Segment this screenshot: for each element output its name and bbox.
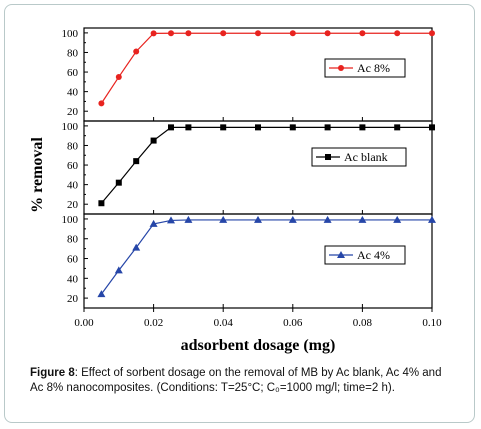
data-point [324,124,331,131]
legend-box [324,245,406,265]
data-point [323,215,332,223]
panel-frame [83,213,433,309]
y-tick-label: 100 [62,121,79,133]
data-point [289,30,296,37]
data-point [115,73,122,80]
data-point [133,158,140,165]
data-point [429,30,435,37]
data-point [359,124,366,131]
data-point [429,124,435,131]
data-point [358,215,367,223]
data-point [150,30,157,37]
legend-box [324,58,406,78]
data-point [150,137,157,144]
caption-text: : Effect of sorbent dosage on the remova… [30,367,442,394]
legend-box [311,147,407,167]
data-point [394,124,401,131]
y-tick-label: 40 [67,273,79,285]
data-point [133,48,140,55]
y-tick-label: 80 [67,234,79,246]
y-tick-label: 60 [67,160,79,172]
x-tick-label: 0.08 [353,317,373,329]
data-point [97,290,106,298]
caption-label: Figure 8 [30,367,75,379]
data-point [167,216,175,224]
data-point [255,124,261,131]
y-tick-label: 20 [67,293,79,305]
legend: Ac 8% [324,58,406,78]
panel-2: 20 40 60 80 100 Ac blank [62,120,435,215]
data-point [254,215,262,223]
data-point [132,243,141,251]
panel-1: 20 40 60 80 100 Ac 8% [62,27,435,122]
data-point [168,30,174,37]
y-tick-label: 100 [62,28,79,40]
y-tick-label: 60 [67,254,79,266]
y-tick-label: 60 [67,67,79,79]
data-point [98,100,105,107]
data-point [220,124,227,131]
data-point [220,30,227,37]
data-point [394,30,401,37]
data-point [149,219,158,227]
y-tick-label: 20 [67,106,79,118]
data-point [98,200,105,207]
legend: Ac blank [311,147,407,167]
y-tick-label: 100 [62,214,79,226]
data-point [289,124,296,131]
y-axis-label: % removal [29,137,46,213]
legend-label: Ac blank [344,150,388,164]
x-axis: 0.00 0.02 0.04 0.06 0.08 0.10 [74,308,442,329]
data-point [288,215,297,223]
data-point [219,215,228,223]
x-tick-label: 0.00 [74,317,94,329]
legend-marker [325,154,331,160]
figure-caption: Figure 8: Effect of sorbent dosage on th… [30,366,450,396]
data-point [428,215,436,223]
data-point [359,30,366,37]
data-point [393,215,402,223]
x-tick-label: 0.06 [283,317,303,329]
data-point [185,124,192,131]
data-point [115,179,122,186]
x-tick-label: 0.10 [422,317,442,329]
y-tick-label: 80 [67,47,79,59]
x-axis-label: adsorbent dosage (mg) [181,337,336,354]
data-point [255,30,261,37]
legend-marker [337,251,345,258]
x-tick-label: 0.04 [214,317,234,329]
panel-3: 20 40 60 80 100 Ac 4% [62,213,436,309]
y-tick-label: 80 [67,140,79,152]
data-point [185,30,192,37]
stacked-line-chart: 20 40 60 80 100 Ac 8% 20 40 60 80 100 Ac blank 20 40 6… [29,27,442,354]
panel-frame [83,120,433,215]
data-point [324,30,331,37]
y-tick-label: 40 [67,180,79,192]
legend-label: Ac 8% [357,61,390,75]
legend-marker [338,65,344,71]
chart-panels: 20 40 60 80 100 Ac 8% 20 40 60 80 100 Ac blank 20 40 6… [62,27,436,309]
y-tick-label: 20 [67,199,79,211]
y-tick-label: 40 [67,87,79,99]
data-point [184,215,193,223]
legend-label: Ac 4% [357,248,390,262]
data-point [114,266,123,274]
legend: Ac 4% [324,245,406,265]
x-tick-label: 0.02 [144,317,163,329]
data-point [168,124,174,131]
